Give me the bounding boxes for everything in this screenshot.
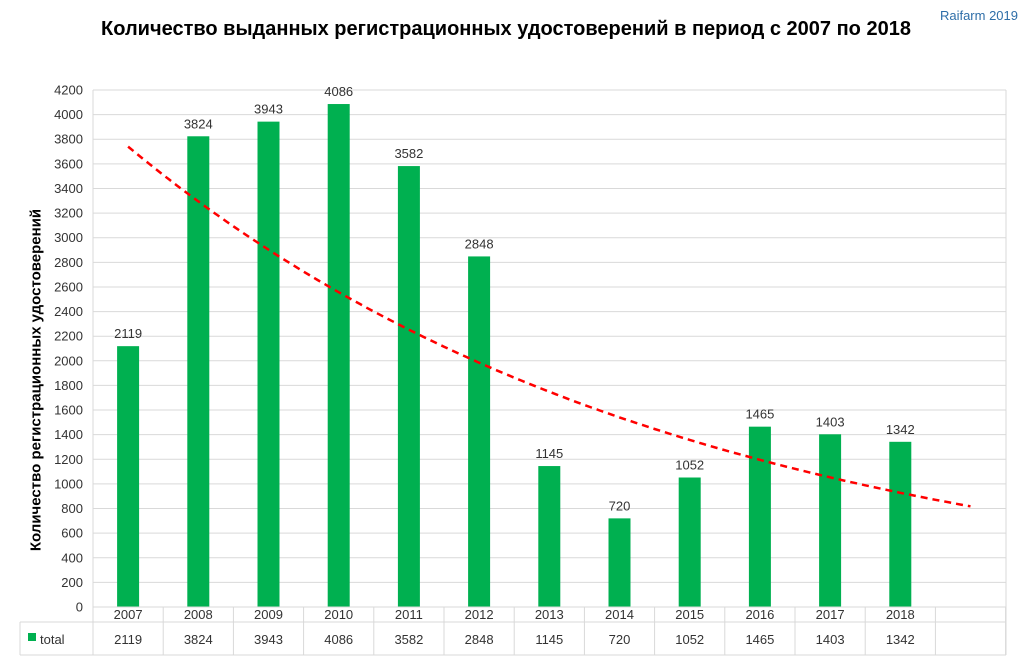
y-tick-label: 2400 <box>54 304 83 319</box>
table-cell: 1145 <box>535 632 563 647</box>
bar-series <box>117 104 912 608</box>
y-tick-label: 2000 <box>54 353 83 368</box>
table-cell: 3824 <box>184 632 213 647</box>
y-tick-label: 1800 <box>54 378 83 393</box>
data-label: 1145 <box>535 446 563 461</box>
x-tick-label: 2014 <box>605 607 634 622</box>
y-tick-label: 3200 <box>54 206 83 221</box>
y-tick-label: 1200 <box>54 452 83 467</box>
legend-swatch <box>28 633 36 641</box>
data-label: 3824 <box>184 116 213 131</box>
bar <box>748 426 771 607</box>
bar <box>257 121 280 608</box>
chart-title: Количество выданных регистрационных удос… <box>101 18 911 40</box>
y-tick-label: 0 <box>76 600 83 615</box>
trendline <box>127 145 971 508</box>
x-tick-label: 2010 <box>324 607 353 622</box>
bar <box>468 256 491 607</box>
bar <box>889 441 912 607</box>
legend-label: total <box>40 632 65 647</box>
bar <box>117 346 140 607</box>
x-tick-label: 2013 <box>535 607 564 622</box>
data-label: 3582 <box>394 146 423 161</box>
table-cell: 3943 <box>254 632 283 647</box>
y-tick-label: 2600 <box>54 279 83 294</box>
y-tick-label: 3400 <box>54 181 83 196</box>
table-cell: 3582 <box>394 632 423 647</box>
table-cell: 2119 <box>114 632 142 647</box>
x-tick-label: 2015 <box>675 607 704 622</box>
x-tick-label: 2009 <box>254 607 283 622</box>
y-tick-label: 3000 <box>54 230 83 245</box>
y-tick-label: 200 <box>61 575 83 590</box>
data-label: 2119 <box>114 326 142 341</box>
x-tick-label: 2016 <box>745 607 774 622</box>
trendline-group <box>127 145 971 508</box>
y-tick-label: 800 <box>61 501 83 516</box>
data-label: 4086 <box>324 84 353 99</box>
watermark: Raifarm 2019 <box>939 8 1018 23</box>
y-tick-label: 1600 <box>54 403 83 418</box>
bar <box>327 104 350 607</box>
y-axis-ticks: 0 200 400 600 800 1000 1200 1400 1600 1800 2000 220… <box>54 83 83 615</box>
data-labels: 2119 3824 3943 4086 3582 2848 1145 720 1052 1465 1… <box>114 84 915 513</box>
x-tick-label: 2011 <box>395 607 423 622</box>
x-tick-label: 2008 <box>184 607 213 622</box>
data-label: 1403 <box>816 414 845 429</box>
y-tick-label: 2200 <box>54 329 83 344</box>
y-tick-label: 2800 <box>54 255 83 270</box>
y-tick-label: 1000 <box>54 476 83 491</box>
data-label: 720 <box>609 498 631 513</box>
y-tick-label: 400 <box>61 550 83 565</box>
bar <box>538 466 561 607</box>
y-tick-label: 4200 <box>54 83 83 98</box>
bar <box>397 166 420 607</box>
table-cell: 720 <box>609 632 631 647</box>
table-cell: 2848 <box>465 632 494 647</box>
x-tick-label: 2007 <box>114 607 143 622</box>
bar <box>187 136 210 607</box>
bar <box>678 477 701 607</box>
x-tick-label: 2012 <box>465 607 494 622</box>
x-tick-label: 2017 <box>816 607 845 622</box>
y-tick-label: 3800 <box>54 132 83 147</box>
data-label: 1342 <box>886 422 915 437</box>
y-tick-label: 4000 <box>54 107 83 122</box>
y-tick-label: 600 <box>61 526 83 541</box>
data-table: 2007 2119 2008 3824 2009 3943 2010 4086 2011 3582… <box>19 606 1007 656</box>
data-label: 1465 <box>745 407 774 422</box>
table-cell: 1465 <box>745 632 774 647</box>
y-tick-label: 3600 <box>54 156 83 171</box>
table-cell: 1342 <box>886 632 915 647</box>
data-label: 1052 <box>675 458 704 473</box>
gridlines <box>92 89 1007 655</box>
x-tick-label: 2018 <box>886 607 915 622</box>
table-cell: 1052 <box>675 632 704 647</box>
table-cell: 1403 <box>816 632 845 647</box>
data-label: 2848 <box>465 236 494 251</box>
y-tick-label: 1400 <box>54 427 83 442</box>
bar <box>819 434 842 607</box>
table-cell: 4086 <box>324 632 353 647</box>
bar <box>608 518 631 607</box>
data-label: 3943 <box>254 102 283 117</box>
